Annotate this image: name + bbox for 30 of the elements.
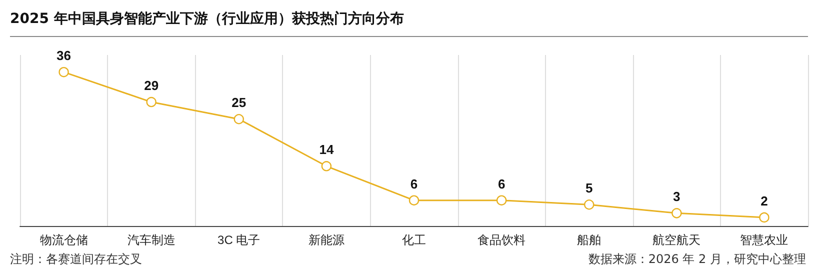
x-tick-label: 新能源: [308, 233, 344, 247]
chart-title: 2025 年中国具身智能产业下游（行业应用）获投热门方向分布: [10, 10, 404, 28]
source-note: 数据来源：2026 年 2 月，研究中心整理: [588, 251, 806, 268]
point: [496, 195, 507, 206]
point: [58, 67, 69, 78]
data-label: 36: [56, 48, 72, 63]
x-tick-label: 汽车制造: [127, 233, 176, 247]
data-label: 3: [673, 189, 680, 204]
data-label: 25: [232, 95, 246, 110]
point: [584, 200, 594, 210]
point: [759, 212, 770, 223]
x-tick-label: 3C 电子: [218, 233, 260, 247]
data-label: 6: [498, 176, 506, 192]
x-tick-label: 物流仓储: [40, 233, 88, 247]
data-label: 2: [760, 193, 768, 208]
x-tick-label: 化工: [402, 233, 426, 247]
text: 注明：各赛道间存在交叉: [10, 251, 142, 268]
point: [408, 195, 420, 206]
data-label: 5: [585, 180, 593, 196]
data-label: 14: [319, 142, 334, 158]
point: [146, 96, 156, 108]
data-label: 6: [410, 176, 418, 192]
point: [234, 114, 244, 124]
x-tick-label: 航空航天: [652, 233, 701, 247]
point: [672, 208, 682, 218]
x-tick-label: 智慧农业: [740, 233, 788, 247]
x-tick-label: 船舶: [577, 233, 602, 247]
data-label: 29: [144, 78, 159, 93]
point: [321, 161, 332, 172]
x-tick-label: 食品饮料: [478, 233, 526, 247]
